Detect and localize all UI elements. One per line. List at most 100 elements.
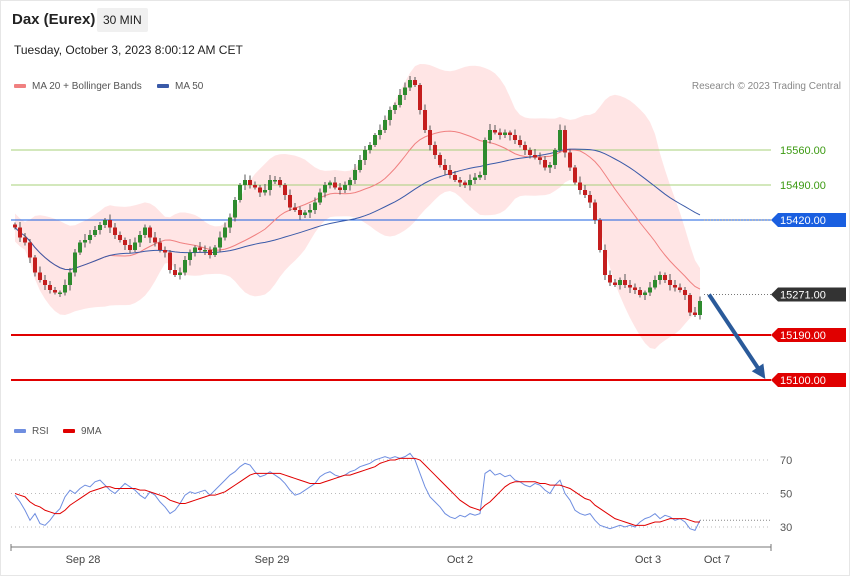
candle-body: [18, 227, 22, 238]
candle-body: [658, 275, 662, 280]
price-label-tag-15190.00: [771, 328, 846, 342]
rsi-level-label: 70: [780, 455, 792, 467]
candle-body: [223, 227, 227, 238]
timeframe-button[interactable]: 30 MIN: [97, 8, 148, 32]
price-label-tag-15100.00: [771, 373, 846, 387]
candle-body: [493, 130, 497, 133]
candle-body: [93, 230, 97, 235]
candle-body: [143, 227, 147, 235]
candle-body: [448, 170, 452, 175]
candle-body: [638, 290, 642, 295]
candle-body: [363, 150, 367, 160]
candle-body: [568, 152, 572, 168]
candle-body: [618, 280, 622, 285]
candle-body: [453, 175, 457, 180]
candle-body: [678, 287, 682, 290]
candle-body: [423, 110, 427, 130]
legend-ma9: 9MA: [63, 426, 102, 437]
price-label-tag-15420.00: [771, 213, 846, 227]
candle-body: [373, 135, 377, 145]
candle-body: [273, 180, 277, 182]
candle-body: [123, 240, 127, 245]
candle-body: [488, 130, 492, 140]
chart-datetime: Tuesday, October 3, 2023 8:00:12 AM CET: [14, 43, 243, 57]
candle-body: [98, 225, 102, 230]
candle-body: [533, 155, 537, 158]
candle-body: [128, 245, 132, 250]
candle-body: [458, 180, 462, 183]
rsi-level-label: 50: [780, 489, 792, 501]
candle-body: [623, 280, 627, 285]
candle-body: [578, 182, 582, 190]
candle-body: [403, 87, 407, 95]
candle-body: [103, 220, 107, 225]
legend-ma20: MA 20 + Bollinger Bands: [14, 81, 142, 92]
candle-body: [398, 95, 402, 105]
x-tick-label: Oct 2: [447, 554, 473, 566]
candle-body: [418, 85, 422, 110]
candle-body: [598, 220, 602, 250]
candle-body: [613, 282, 617, 285]
candle-body: [328, 182, 332, 185]
candle-body: [558, 130, 562, 150]
ma50-line: [14, 148, 701, 271]
candle-body: [548, 165, 552, 168]
candle-body: [343, 185, 347, 190]
candle-body: [698, 301, 702, 315]
candle-body: [573, 167, 577, 183]
candle-body: [348, 180, 352, 185]
candle-body: [138, 235, 142, 243]
candle-body: [148, 227, 152, 238]
candle-body: [553, 150, 557, 165]
candle-body: [528, 150, 532, 155]
candle-body: [543, 160, 547, 168]
candle-body: [428, 130, 432, 145]
ma50-legend-label: MA 50: [175, 81, 204, 92]
candle-body: [108, 220, 112, 228]
chart-credit: Research © 2023 Trading Central: [691, 81, 841, 92]
candle-body: [333, 182, 337, 188]
price-level-label: 15560.00: [780, 145, 826, 157]
candle-body: [503, 132, 507, 135]
candle-body: [388, 110, 392, 120]
candle-body: [468, 180, 472, 185]
candle-body: [48, 285, 52, 290]
candle-body: [653, 280, 657, 288]
candle-body: [228, 217, 232, 228]
chart-header: Dax (Eurex) 30 MIN: [1, 1, 849, 37]
candle-body: [318, 192, 322, 203]
candle-body: [413, 80, 417, 85]
legend-ma50: MA 50: [157, 81, 203, 92]
candle-body: [198, 247, 202, 250]
candle-body: [523, 145, 527, 150]
candle-body: [293, 207, 297, 210]
ma9-swatch-icon: [63, 429, 75, 434]
rsi-level-label: 30: [780, 522, 792, 534]
candle-body: [668, 280, 672, 285]
candle-body: [208, 250, 212, 255]
candle-body: [118, 235, 122, 240]
candle-body: [463, 182, 467, 185]
candle-body: [433, 145, 437, 155]
candle-body: [288, 195, 292, 208]
candle-body: [58, 292, 62, 294]
candle-body: [178, 272, 182, 275]
candle-body: [608, 275, 612, 283]
candle-body: [213, 247, 217, 255]
price-level-label: 15420.00: [780, 215, 826, 227]
forecast-arrow-shaft: [707, 293, 764, 376]
candle-body: [663, 275, 667, 280]
candle-body: [53, 290, 57, 293]
candle-body: [563, 130, 567, 153]
candle-body: [643, 292, 647, 295]
ma20-line: [14, 130, 701, 290]
candle-body: [23, 237, 27, 243]
candle-body: [243, 180, 247, 185]
candle-body: [338, 187, 342, 190]
candle-body: [183, 260, 187, 273]
candle-body: [378, 130, 382, 135]
candle-body: [133, 242, 137, 250]
ma50-swatch-icon: [157, 84, 169, 89]
candle-body: [313, 202, 317, 210]
